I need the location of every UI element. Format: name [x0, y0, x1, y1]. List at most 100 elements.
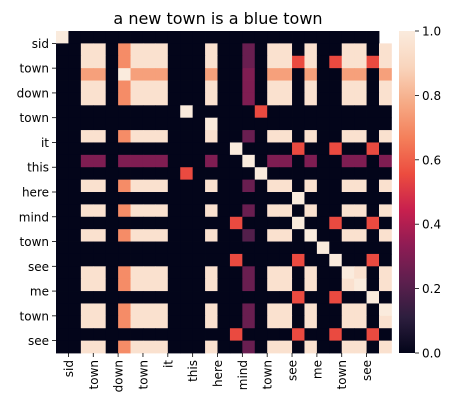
heatmap-cell — [254, 204, 268, 218]
heatmap-cell — [366, 31, 380, 44]
heatmap-cell — [366, 229, 380, 242]
heatmap-cell — [316, 167, 330, 181]
heatmap-cell — [279, 80, 293, 94]
heatmap-cell — [68, 167, 82, 181]
heatmap-cell — [254, 303, 268, 317]
heatmap-cell — [354, 105, 367, 119]
heatmap-cell — [155, 266, 169, 280]
heatmap-cell — [254, 241, 268, 255]
heatmap-cell — [354, 192, 367, 205]
heatmap-cell — [341, 204, 355, 218]
heatmap-cell — [366, 55, 380, 69]
heatmap-cell — [192, 303, 206, 317]
y-tick-label: town — [20, 235, 49, 249]
heatmap-cell — [130, 117, 144, 131]
heatmap-cell — [130, 92, 144, 106]
heatmap-cell — [155, 92, 169, 106]
heatmap-cell — [68, 340, 82, 354]
heatmap-cell — [329, 303, 343, 317]
heatmap-cell — [292, 278, 305, 292]
heatmap-cell — [292, 55, 305, 69]
heatmap-cell — [292, 253, 305, 267]
heatmap-cell — [80, 291, 94, 304]
heatmap-cell — [341, 303, 355, 317]
heatmap-cell — [105, 68, 119, 81]
heatmap-cell — [155, 154, 169, 168]
heatmap-cell — [254, 328, 268, 342]
heatmap-cell — [118, 55, 131, 69]
heatmap-cell — [105, 229, 119, 242]
heatmap-cell — [80, 167, 94, 181]
colorbar-tick-label: 1.0 — [422, 25, 441, 39]
heatmap-cell — [180, 117, 194, 131]
heatmap-cell — [217, 105, 231, 119]
heatmap-cell — [366, 340, 380, 354]
heatmap-cell — [242, 130, 256, 143]
heatmap-cell — [217, 204, 231, 218]
heatmap-cell — [366, 315, 380, 329]
heatmap-cell — [167, 192, 181, 205]
heatmap-cell — [242, 179, 256, 193]
heatmap-cell — [192, 142, 206, 156]
heatmap-cell — [279, 31, 293, 44]
heatmap-cell — [279, 303, 293, 317]
heatmap-cell — [142, 303, 156, 317]
heatmap-cell — [167, 266, 181, 280]
heatmap-cell — [155, 68, 169, 81]
heatmap-cell — [155, 105, 169, 119]
heatmap-cell — [130, 229, 144, 242]
heatmap-cell — [242, 204, 256, 218]
heatmap-cell — [217, 179, 231, 193]
heatmap-cell — [80, 130, 94, 143]
heatmap-cell — [167, 154, 181, 168]
heatmap-cell — [180, 192, 194, 205]
heatmap-cell — [229, 31, 243, 44]
heatmap-cell — [192, 92, 206, 106]
heatmap-cell — [93, 216, 107, 230]
heatmap-cell — [105, 241, 119, 255]
heatmap-cell — [304, 31, 318, 44]
heatmap-cell — [93, 340, 107, 354]
heatmap-cell — [379, 229, 392, 242]
heatmap-cell — [180, 278, 194, 292]
heatmap-cell — [80, 142, 94, 156]
heatmap-cell — [341, 154, 355, 168]
heatmap-cell — [354, 31, 367, 44]
heatmap-cell — [229, 253, 243, 267]
heatmap-cell — [155, 328, 169, 342]
heatmap-cell — [366, 204, 380, 218]
heatmap-cell — [205, 204, 218, 218]
heatmap-cell — [229, 241, 243, 255]
heatmap-cell — [167, 142, 181, 156]
heatmap-cell — [130, 253, 144, 267]
heatmap-cell — [56, 130, 69, 143]
heatmap-cell — [130, 80, 144, 94]
heatmap-cell — [229, 315, 243, 329]
heatmap-cell — [379, 68, 392, 81]
heatmap-cell — [304, 80, 318, 94]
heatmap-cell — [316, 154, 330, 168]
heatmap-cell — [205, 291, 218, 304]
heatmap-cell — [366, 216, 380, 230]
heatmap-cell — [180, 55, 194, 69]
heatmap-cell — [304, 253, 318, 267]
heatmap-cell — [155, 117, 169, 131]
y-tick-label: mind — [19, 210, 49, 224]
heatmap-cell — [217, 31, 231, 44]
heatmap-cell — [354, 315, 367, 329]
heatmap-cell — [217, 216, 231, 230]
heatmap-cell — [56, 167, 69, 181]
heatmap-cell — [80, 117, 94, 131]
heatmap-cell — [155, 315, 169, 329]
heatmap-cell — [279, 130, 293, 143]
heatmap-cell — [329, 253, 343, 267]
heatmap-cell — [292, 80, 305, 94]
heatmap-cell — [105, 179, 119, 193]
heatmap-cell — [217, 315, 231, 329]
heatmap-cell — [205, 266, 218, 280]
heatmap-cell — [254, 68, 268, 81]
heatmap-cell — [80, 204, 94, 218]
heatmap-cell — [80, 31, 94, 44]
heatmap-cell — [205, 167, 218, 181]
heatmap-cell — [366, 192, 380, 205]
